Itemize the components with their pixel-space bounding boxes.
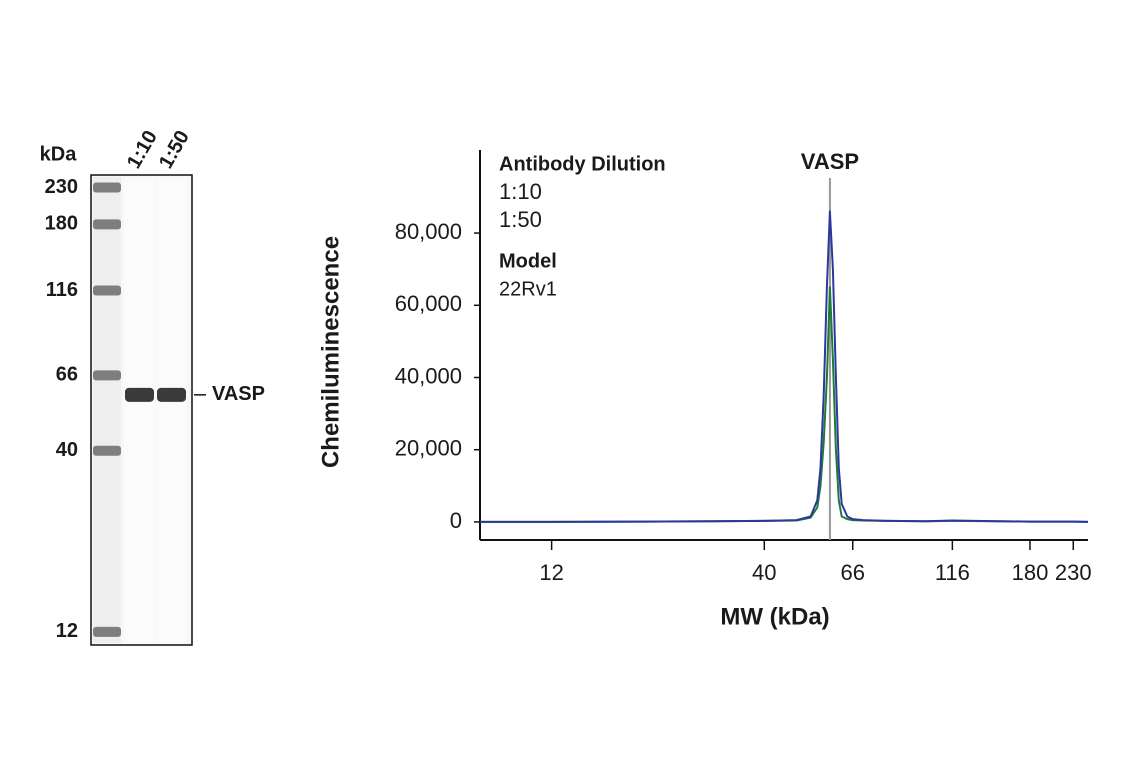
model-title: Model xyxy=(499,250,557,272)
ladder-label: 180 xyxy=(45,213,78,235)
x-tick-label: 66 xyxy=(841,560,865,585)
y-tick-label: 80,000 xyxy=(395,219,462,244)
ladder-band xyxy=(93,445,121,456)
ladder-band xyxy=(93,370,121,381)
x-axis-label: MW (kDa) xyxy=(720,603,829,630)
y-tick-label: 20,000 xyxy=(395,436,462,461)
ladder-label: 116 xyxy=(46,279,78,301)
ladder-band xyxy=(93,285,121,296)
unit-label: kDa xyxy=(40,143,78,165)
band-label: VASP xyxy=(212,383,265,405)
lane xyxy=(124,177,155,643)
y-axis-label: Chemiluminescence xyxy=(317,236,344,468)
ladder-band xyxy=(93,626,121,637)
ladder-lane xyxy=(93,177,121,643)
legend-entry: 1:10 xyxy=(499,179,542,204)
y-tick-label: 0 xyxy=(450,508,462,533)
model-name: 22Rv1 xyxy=(499,278,557,300)
x-tick-label: 40 xyxy=(752,560,776,585)
legend-entry: 1:50 xyxy=(499,207,542,232)
x-tick-label: 230 xyxy=(1055,560,1092,585)
series-line xyxy=(480,286,1089,523)
lane-label: 1:10 xyxy=(123,127,162,173)
ladder-band xyxy=(93,182,121,193)
x-tick-label: 180 xyxy=(1012,560,1049,585)
ladder-label: 12 xyxy=(56,620,78,642)
ladder-label: 66 xyxy=(56,364,78,386)
x-tick-label: 116 xyxy=(935,560,970,585)
ladder-band xyxy=(93,219,121,230)
lane-label: 1:50 xyxy=(155,127,194,173)
annotation-label: VASP xyxy=(801,149,859,174)
series-line xyxy=(480,210,1089,523)
ladder-label: 40 xyxy=(56,439,78,461)
ladder-label: 230 xyxy=(45,176,78,198)
y-tick-label: 40,000 xyxy=(395,363,462,388)
y-tick-label: 60,000 xyxy=(395,291,462,316)
sample-band xyxy=(125,387,154,402)
x-tick-label: 12 xyxy=(539,560,563,585)
legend-title: Antibody Dilution xyxy=(499,153,666,175)
lane xyxy=(156,177,187,643)
sample-band xyxy=(157,387,186,402)
